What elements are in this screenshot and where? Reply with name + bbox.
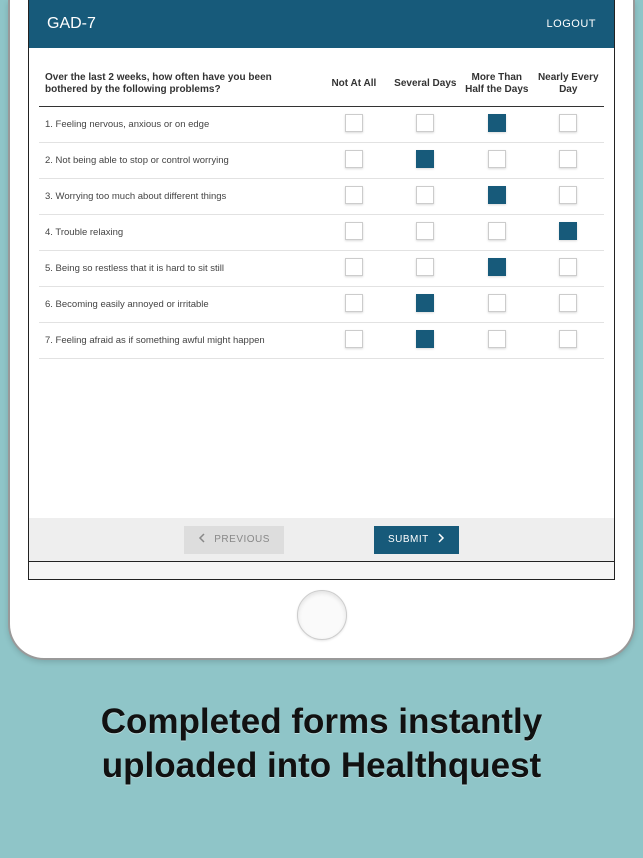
option-cell <box>390 143 461 179</box>
survey-table: Over the last 2 weeks, how often have yo… <box>39 66 604 359</box>
tablet-frame: GAD-7 LOGOUT Over the last 2 weeks, how … <box>8 0 635 660</box>
table-row: 4. Trouble relaxing <box>39 215 604 251</box>
checkbox[interactable] <box>559 330 577 348</box>
option-cell <box>390 179 461 215</box>
checkbox[interactable] <box>559 222 577 240</box>
checkbox[interactable] <box>559 114 577 132</box>
table-row: 5. Being so restless that it is hard to … <box>39 251 604 287</box>
option-cell <box>461 215 532 251</box>
option-cell <box>533 323 605 359</box>
option-cell <box>318 323 389 359</box>
column-header: Nearly Every Day <box>533 66 605 107</box>
column-header: Several Days <box>390 66 461 107</box>
option-cell <box>533 287 605 323</box>
table-row: 7. Feeling afraid as if something awful … <box>39 323 604 359</box>
marketing-caption: Completed forms instantly uploaded into … <box>0 700 643 788</box>
checkbox[interactable] <box>488 114 506 132</box>
checkbox[interactable] <box>559 150 577 168</box>
checkbox[interactable] <box>488 150 506 168</box>
table-row: 1. Feeling nervous, anxious or on edge <box>39 107 604 143</box>
checkbox[interactable] <box>416 150 434 168</box>
option-cell <box>461 107 532 143</box>
option-cell <box>461 179 532 215</box>
option-cell <box>318 179 389 215</box>
home-button[interactable] <box>297 590 347 640</box>
previous-button[interactable]: PREVIOUS <box>184 526 284 554</box>
question-text: 7. Feeling afraid as if something awful … <box>39 323 318 359</box>
checkbox[interactable] <box>416 330 434 348</box>
option-cell <box>461 323 532 359</box>
checkbox[interactable] <box>559 294 577 312</box>
table-row: 3. Worrying too much about different thi… <box>39 179 604 215</box>
option-cell <box>318 107 389 143</box>
column-header: Not At All <box>318 66 389 107</box>
checkbox[interactable] <box>345 150 363 168</box>
checkbox[interactable] <box>345 294 363 312</box>
option-cell <box>390 107 461 143</box>
app-header: GAD-7 LOGOUT <box>29 0 614 48</box>
checkbox[interactable] <box>416 258 434 276</box>
survey-content: Over the last 2 weeks, how often have yo… <box>29 48 614 518</box>
checkbox[interactable] <box>416 114 434 132</box>
checkbox[interactable] <box>488 222 506 240</box>
option-cell <box>461 251 532 287</box>
app-title: GAD-7 <box>47 15 96 33</box>
question-text: 1. Feeling nervous, anxious or on edge <box>39 107 318 143</box>
option-cell <box>533 179 605 215</box>
option-cell <box>318 251 389 287</box>
checkbox[interactable] <box>488 258 506 276</box>
column-header: More Than Half the Days <box>461 66 532 107</box>
table-row: 2. Not being able to stop or control wor… <box>39 143 604 179</box>
checkbox[interactable] <box>345 222 363 240</box>
app-window: GAD-7 LOGOUT Over the last 2 weeks, how … <box>28 0 615 580</box>
option-cell <box>390 251 461 287</box>
option-cell <box>390 323 461 359</box>
checkbox[interactable] <box>416 222 434 240</box>
question-text: 3. Worrying too much about different thi… <box>39 179 318 215</box>
option-cell <box>390 287 461 323</box>
checkbox[interactable] <box>345 330 363 348</box>
checkbox[interactable] <box>416 294 434 312</box>
previous-label: PREVIOUS <box>214 534 270 545</box>
survey-prompt: Over the last 2 weeks, how often have yo… <box>39 66 318 107</box>
option-cell <box>533 251 605 287</box>
option-cell <box>533 215 605 251</box>
question-text: 6. Becoming easily annoyed or irritable <box>39 287 318 323</box>
checkbox[interactable] <box>345 186 363 204</box>
option-cell <box>390 215 461 251</box>
footer-bar: PREVIOUS SUBMIT <box>28 518 615 562</box>
checkbox[interactable] <box>345 258 363 276</box>
chevron-left-icon <box>198 533 206 546</box>
submit-label: SUBMIT <box>388 534 429 545</box>
checkbox[interactable] <box>559 186 577 204</box>
logout-button[interactable]: LOGOUT <box>547 18 596 30</box>
option-cell <box>461 287 532 323</box>
chevron-right-icon <box>437 533 445 546</box>
question-text: 2. Not being able to stop or control wor… <box>39 143 318 179</box>
submit-button[interactable]: SUBMIT <box>374 526 459 554</box>
checkbox[interactable] <box>416 186 434 204</box>
option-cell <box>533 143 605 179</box>
checkbox[interactable] <box>345 114 363 132</box>
checkbox[interactable] <box>488 330 506 348</box>
table-row: 6. Becoming easily annoyed or irritable <box>39 287 604 323</box>
question-text: 5. Being so restless that it is hard to … <box>39 251 318 287</box>
checkbox[interactable] <box>488 294 506 312</box>
option-cell <box>318 215 389 251</box>
checkbox[interactable] <box>559 258 577 276</box>
checkbox[interactable] <box>488 186 506 204</box>
option-cell <box>461 143 532 179</box>
question-text: 4. Trouble relaxing <box>39 215 318 251</box>
option-cell <box>318 287 389 323</box>
option-cell <box>318 143 389 179</box>
option-cell <box>533 107 605 143</box>
